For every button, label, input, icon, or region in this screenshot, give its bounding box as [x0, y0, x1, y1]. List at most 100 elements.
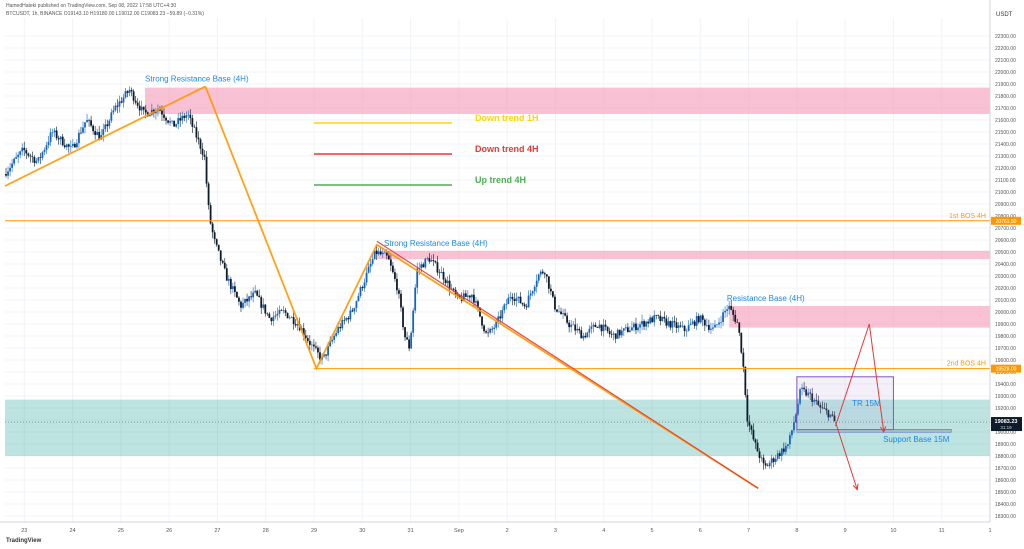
candle: [545, 274, 548, 277]
candle: [203, 154, 206, 157]
candle: [774, 458, 777, 462]
candle: [128, 89, 131, 93]
candle: [703, 319, 706, 326]
candle: [80, 132, 82, 134]
candle: [173, 120, 176, 127]
candle: [296, 324, 299, 326]
candle: [517, 296, 520, 299]
candle: [578, 328, 581, 331]
candle: [244, 298, 246, 303]
candle: [302, 328, 305, 336]
candle: [612, 333, 615, 335]
candle: [238, 297, 240, 302]
candle: [693, 321, 696, 326]
candle: [535, 280, 538, 287]
candle: [171, 120, 174, 122]
candle: [122, 97, 125, 103]
trendline: [4, 85, 206, 187]
candle: [499, 316, 502, 319]
candle: [531, 291, 534, 294]
x-tick-label: 1: [988, 528, 991, 534]
candle: [519, 296, 522, 304]
x-tick-label: 10: [890, 528, 896, 534]
candle: [379, 251, 382, 255]
candle: [831, 414, 834, 416]
candle: [537, 274, 540, 281]
candle: [523, 304, 526, 307]
candle: [5, 174, 7, 176]
candle: [71, 143, 74, 147]
candle: [756, 442, 759, 452]
candle: [76, 143, 78, 148]
candle: [242, 302, 244, 308]
candles: [5, 86, 836, 470]
candle: [448, 280, 451, 290]
x-tick-label: 6: [699, 528, 702, 534]
y-tick-label: 21500.00: [995, 130, 1016, 136]
y-tick-label: 19000.00: [995, 430, 1016, 436]
candle: [633, 323, 635, 328]
candle: [185, 115, 188, 118]
candle: [552, 291, 554, 297]
candle: [270, 317, 273, 322]
symbol-ohlc-line: BTCUSDT, 1h, BINANCE O19143.10 H19180.00…: [6, 11, 204, 17]
support-label: Support Base 15M: [883, 435, 950, 444]
candle: [227, 279, 230, 281]
candle: [475, 301, 477, 303]
candle: [31, 156, 34, 158]
candle: [602, 324, 605, 332]
candle: [489, 328, 492, 333]
candle: [786, 444, 789, 446]
support-line: [796, 429, 952, 433]
candle: [801, 387, 803, 390]
candle: [604, 324, 607, 327]
y-tick-label: 22300.00: [995, 34, 1016, 40]
candle: [199, 139, 202, 149]
candle: [65, 144, 68, 148]
last-price-countdown: 31:19: [1000, 425, 1012, 430]
candle: [373, 250, 376, 260]
y-tick-label: 18400.00: [995, 502, 1016, 508]
y-tick-label: 19800.00: [995, 334, 1016, 340]
candle: [148, 114, 151, 117]
candle: [766, 465, 769, 467]
candle: [485, 331, 487, 333]
candle: [398, 290, 400, 294]
trendline: [376, 240, 759, 489]
candle: [778, 453, 781, 456]
candle: [371, 259, 374, 264]
candle: [11, 163, 13, 168]
candle: [825, 408, 828, 411]
candle: [163, 114, 165, 118]
candle: [211, 223, 214, 233]
candle: [468, 295, 471, 298]
y-tick-label: 21300.00: [995, 154, 1016, 160]
candle: [229, 279, 232, 289]
candle: [136, 102, 139, 106]
candle: [205, 156, 208, 184]
candle: [349, 310, 352, 320]
candle: [582, 335, 585, 339]
candle: [329, 341, 332, 347]
candle: [695, 316, 698, 326]
drawings: [4, 85, 990, 491]
candle: [821, 407, 824, 409]
candle: [736, 321, 739, 323]
candle: [369, 263, 372, 267]
candle: [118, 101, 121, 107]
candle: [47, 141, 50, 146]
candle: [772, 458, 775, 462]
candle: [653, 315, 656, 323]
zone: [376, 250, 991, 260]
candle: [539, 271, 542, 275]
labels: 1st BOS 4H 20761.50 2nd BOS 4H 19528.00 TR 1…: [145, 75, 1022, 444]
candle: [789, 435, 791, 445]
bos-price-label: 19528.00: [996, 367, 1017, 373]
candle: [260, 297, 263, 308]
candle: [391, 265, 394, 273]
candle: [784, 445, 787, 452]
y-tick-label: 19400.00: [995, 382, 1016, 388]
candle: [768, 462, 771, 467]
candle: [408, 339, 411, 349]
